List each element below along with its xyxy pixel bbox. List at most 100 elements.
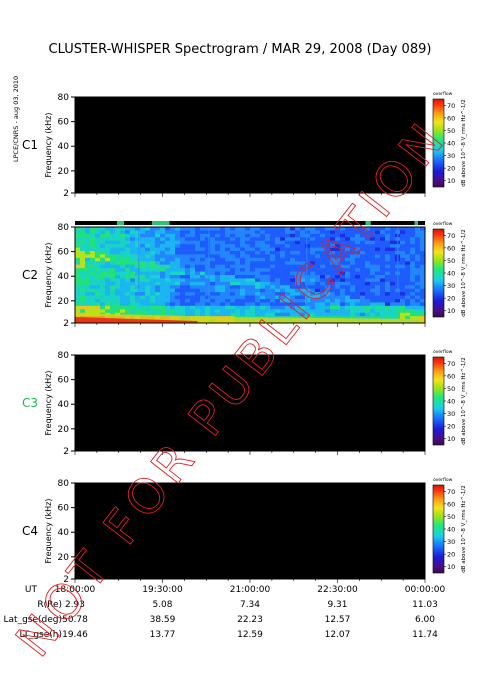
colorbar — [432, 356, 445, 446]
colorbar-tick-label: 70 — [447, 232, 455, 240]
side-label: LPCE/CNRS - aug 03, 2010 — [12, 76, 20, 162]
colorbar-label: dB above 10^-8 V_rms Hz^-1/2 — [461, 357, 467, 445]
panel-c3: 2 20 40 60 80 Frequency (kHz) C3 overflow 10 20 30… — [22, 349, 467, 457]
y-tick-label: 20 — [58, 425, 70, 435]
colorbar-tick-label: 70 — [447, 102, 455, 110]
colorbar-tick-label: 30 — [447, 282, 455, 290]
colorbar-tick-label: 60 — [447, 114, 455, 122]
x-tick-value: 21:00:00 — [230, 585, 271, 595]
y-tick-label: 20 — [58, 297, 70, 307]
x-tick-value: 7.34 — [240, 600, 260, 610]
satellite-label: C4 — [22, 524, 38, 538]
x-row-label: R(Re) — [37, 600, 62, 610]
colorbar-tick-label: 60 — [447, 372, 455, 380]
y-axis-label: Frequency (kHz) — [44, 113, 53, 178]
y-tick-label: 60 — [58, 118, 70, 128]
x-tick-value: 12.59 — [237, 630, 263, 640]
colorbar-tick-label: 60 — [447, 244, 455, 252]
colorbar-tick-label: 50 — [447, 513, 455, 521]
x-row-label: LT_gse(h) — [20, 630, 62, 640]
satellite-label: C1 — [22, 138, 38, 152]
colorbar-tick-label: 40 — [447, 398, 455, 406]
colorbar-top-label: overflow — [433, 91, 453, 97]
x-tick-value: 19.46 — [62, 630, 88, 640]
c2-spectrogram-image — [75, 227, 425, 323]
colorbar-tick-label: 50 — [447, 127, 455, 135]
x-tick-value: 50.78 — [62, 615, 88, 625]
x-tick-value: 9.31 — [327, 600, 347, 610]
y-tick-label: 60 — [58, 504, 70, 514]
x-tick-value: 22:30:00 — [317, 585, 358, 595]
colorbar-tick-label: 60 — [447, 500, 455, 508]
x-tick-value: 19:30:00 — [142, 585, 183, 595]
colorbar-tick-label: 30 — [447, 410, 455, 418]
panels-group: 2 20 40 60 80 Frequency (kHz) C1 overflow 10 20 30… — [22, 91, 467, 585]
x-tick-value: 00:00:00 — [405, 585, 446, 595]
y-tick-label: 2 — [63, 319, 69, 329]
colorbar-top-label: overflow — [433, 349, 453, 355]
x-row-label: Lat_gse(deg) — [4, 615, 62, 625]
colorbar-tick-label: 20 — [447, 295, 455, 303]
y-axis-label: Frequency (kHz) — [44, 499, 53, 564]
plot-area — [75, 97, 425, 193]
colorbar-tick-label: 40 — [447, 526, 455, 534]
x-tick-value: 38.59 — [150, 615, 176, 625]
colorbar-top-label: overflow — [433, 477, 453, 483]
x-tick-value: 5.08 — [152, 600, 172, 610]
x-axis-table: UT R(Re) Lat_gse(deg) LT_gse(h) 18:00:00 2.93… — [4, 585, 446, 640]
panel-c4: 2 20 40 60 80 Frequency (kHz) C4 overflow 10 20 30… — [22, 477, 467, 585]
y-tick-label: 60 — [58, 376, 70, 386]
y-tick-label: 80 — [58, 351, 70, 361]
y-axis-label: Frequency (kHz) — [44, 243, 53, 308]
y-tick-label: 80 — [58, 223, 70, 233]
x-tick-value: 2.93 — [65, 600, 85, 610]
y-tick-label: 20 — [58, 553, 70, 563]
y-tick-label: 40 — [58, 400, 70, 410]
figure-title: CLUSTER-WHISPER Spectrogram / MAR 29, 20… — [49, 42, 432, 57]
x-tick-value: 18:00:00 — [55, 585, 96, 595]
x-tick-value: 11.74 — [412, 630, 438, 640]
colorbar-label: dB above 10^-8 V_rms Hz^-1/2 — [461, 99, 467, 187]
x-tick-value: 12.07 — [325, 630, 351, 640]
colorbar-tick-label: 70 — [447, 488, 455, 496]
colorbar-tick-label: 10 — [447, 435, 455, 443]
y-tick-label: 40 — [58, 528, 70, 538]
y-tick-label: 40 — [58, 272, 70, 282]
colorbar-tick-label: 20 — [447, 551, 455, 559]
x-tick-value: 6.00 — [415, 615, 435, 625]
y-tick-label: 40 — [58, 142, 70, 152]
colorbar-tick-label: 10 — [447, 563, 455, 571]
colorbar-tick-label: 70 — [447, 360, 455, 368]
colorbar-label: dB above 10^-8 V_rms Hz^-1/2 — [461, 485, 467, 573]
c2-status-strip — [75, 221, 425, 225]
y-axis-label: Frequency (kHz) — [44, 371, 53, 436]
colorbar-tick-label: 40 — [447, 270, 455, 278]
x-row-label: UT — [25, 585, 38, 595]
x-tick-value: 13.77 — [150, 630, 176, 640]
colorbar — [432, 484, 445, 574]
x-tick-value: 22.23 — [237, 615, 263, 625]
panel-c1: 2 20 40 60 80 Frequency (kHz) C1 overflow 10 20 30… — [22, 91, 467, 199]
y-tick-label: 80 — [58, 479, 70, 489]
colorbar-tick-label: 10 — [447, 307, 455, 315]
satellite-label: C2 — [22, 268, 38, 282]
y-tick-label: 2 — [63, 575, 69, 585]
x-tick-value: 11.03 — [412, 600, 438, 610]
colorbar-top-label: overflow — [433, 221, 453, 227]
colorbar — [432, 228, 445, 318]
y-tick-label: 80 — [58, 93, 70, 103]
y-tick-label: 60 — [58, 248, 70, 258]
plot-area — [75, 355, 425, 451]
colorbar-tick-label: 30 — [447, 538, 455, 546]
colorbar-tick-label: 40 — [447, 140, 455, 148]
colorbar-tick-label: 50 — [447, 257, 455, 265]
colorbar-label: dB above 10^-8 V_rms Hz^-1/2 — [461, 229, 467, 317]
colorbar-tick-label: 20 — [447, 165, 455, 173]
y-tick-label: 2 — [63, 189, 69, 199]
colorbar-tick-label: 50 — [447, 385, 455, 393]
y-tick-label: 2 — [63, 447, 69, 457]
colorbar-tick-label: 20 — [447, 423, 455, 431]
colorbar-tick-label: 30 — [447, 152, 455, 160]
x-tick-value: 12.57 — [325, 615, 351, 625]
